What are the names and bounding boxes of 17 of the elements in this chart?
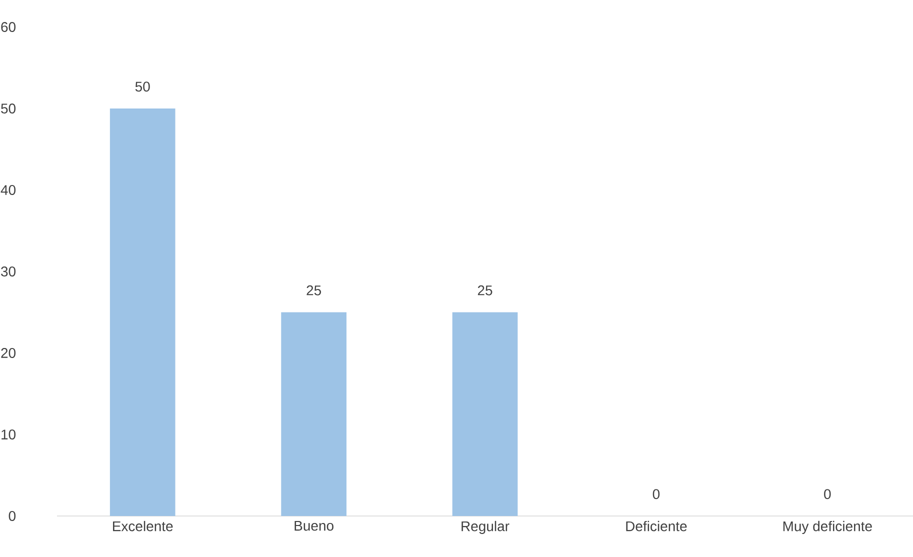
data-label: 0 bbox=[652, 489, 660, 500]
data-label: 0 bbox=[824, 489, 831, 500]
x-tick-label: Excelente bbox=[113, 520, 173, 532]
data-label: 25 bbox=[478, 285, 492, 296]
x-tick-label: Bueno bbox=[294, 520, 334, 531]
y-tick-label: 60 bbox=[1, 22, 16, 32]
y-tick-label: 20 bbox=[1, 348, 16, 358]
data-label: 50 bbox=[135, 82, 150, 92]
x-tick-label: Regular bbox=[462, 520, 510, 534]
x-tick-label: Deficiente bbox=[626, 520, 687, 532]
y-tick-label: 0 bbox=[8, 511, 16, 521]
y-tick-label: 40 bbox=[0, 185, 16, 195]
y-tick-label: 50 bbox=[1, 104, 16, 114]
y-tick-label: 30 bbox=[1, 266, 16, 276]
x-tick-label: Muy deficiente bbox=[783, 520, 872, 534]
data-label: 25 bbox=[306, 285, 321, 296]
y-tick-label: 10 bbox=[2, 430, 16, 440]
